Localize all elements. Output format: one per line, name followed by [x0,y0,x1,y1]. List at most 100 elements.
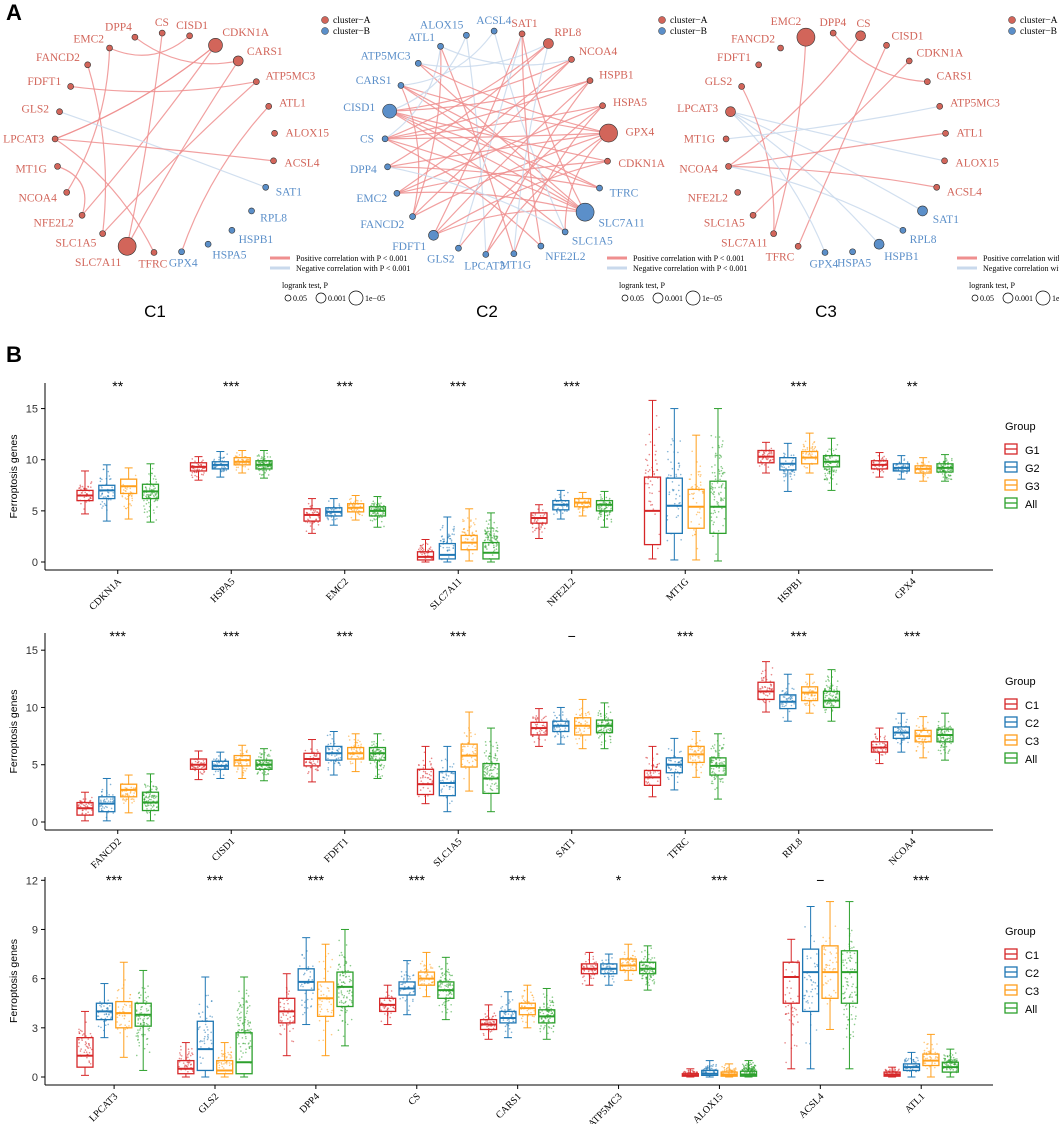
jitter-point [831,704,833,707]
jitter-point [256,455,259,457]
edge-SLC1A5-CISD1 [389,110,566,233]
network-title-C3: C3 [815,302,837,321]
node-label-NFE2L2: NFE2L2 [34,217,75,229]
jitter-point [122,798,125,800]
jitter-point [712,512,714,515]
jitter-point [106,806,108,809]
jitter-point [327,757,329,760]
jitter-point [309,766,312,769]
jitter-point [718,762,721,765]
jitter-point [605,716,608,718]
jitter-point [543,716,546,719]
jitter-point [215,759,217,761]
jitter-point [765,457,768,460]
node-SAT1 [262,183,270,191]
jitter-point [876,737,879,740]
jitter-point [440,535,443,538]
jitter-point [102,505,104,507]
jitter-point [89,1032,92,1035]
jitter-point [288,990,290,992]
jitter-point [904,465,907,467]
jitter-point [700,474,702,476]
jitter-point [675,475,678,477]
jitter-point [112,491,115,494]
jitter-point [312,509,315,512]
jitter-point [647,482,649,485]
box-GLS2-C3 [216,1059,234,1075]
jitter-point [302,1013,304,1016]
jitter-point [373,502,376,504]
edge-CS-ATL1 [384,46,442,140]
jitter-point [90,802,92,805]
jitter-point [718,472,721,475]
jitter-point [371,750,374,752]
jitter-point [804,440,807,443]
jitter-point [118,1014,121,1017]
jitter-point [806,466,809,469]
jitter-point [371,744,373,747]
node-label-RPL8: RPL8 [910,234,937,246]
jitter-point [238,1058,241,1060]
jitter-point [827,676,830,679]
jitter-point [245,751,248,754]
jitter-point [938,726,940,729]
network-edges-C2 [384,30,609,255]
jitter-point [653,444,656,447]
jitter-point [906,468,909,471]
jitter-point [647,778,649,780]
node-label-CARS1: CARS1 [936,71,972,83]
jitter-point [245,767,248,770]
jitter-point [698,470,701,473]
jitter-point [720,456,723,458]
jitter-point [88,1051,91,1054]
jitter-point [782,472,785,475]
jitter-point [535,723,537,726]
jitter-point [647,781,650,783]
jitter-point [304,1001,306,1003]
jitter-point [124,1015,126,1017]
jitter-point [923,727,926,730]
jitter-point [554,714,556,717]
jitter-point [906,461,909,463]
jitter-point [247,1021,250,1024]
jitter-point [137,1031,140,1034]
jitter-point [710,767,713,770]
jitter-point [692,759,694,762]
jitter-point [146,499,148,502]
jitter-point [698,760,701,762]
jitter-point [766,694,769,697]
jitter-point [533,520,536,522]
jitter-point [197,761,200,764]
jitter-point [305,969,308,972]
jitter-point [907,741,909,744]
jitter-point [488,532,491,535]
jitter-point [240,1016,242,1019]
jitter-point [266,456,269,458]
jitter-point [316,768,318,770]
jitter-point [381,513,384,515]
jitter-point [372,500,375,503]
jitter-point [872,748,875,750]
jitter-point [943,730,946,733]
gene-group-SLC1A5: ***SLC1A5 [416,628,500,869]
jitter-point [439,545,442,547]
jitter-point [902,464,905,467]
jitter-point [647,774,649,776]
jitter-point [239,1045,242,1048]
jitter-point [79,484,82,487]
jitter-point [718,492,720,494]
jitter-point [467,745,469,747]
jitter-point [307,518,309,521]
jitter-point [374,775,377,778]
jitter-point [487,543,490,545]
jitter-point [248,1047,251,1050]
jitter-point [812,698,815,700]
jitter-point [132,787,135,790]
jitter-point [84,1043,87,1046]
jitter-point [947,720,950,723]
jitter-point [938,461,941,464]
jitter-point [124,794,127,797]
jitter-point [689,748,692,750]
jitter-point [261,465,263,468]
edge-TFRC-DPP4 [387,166,600,189]
